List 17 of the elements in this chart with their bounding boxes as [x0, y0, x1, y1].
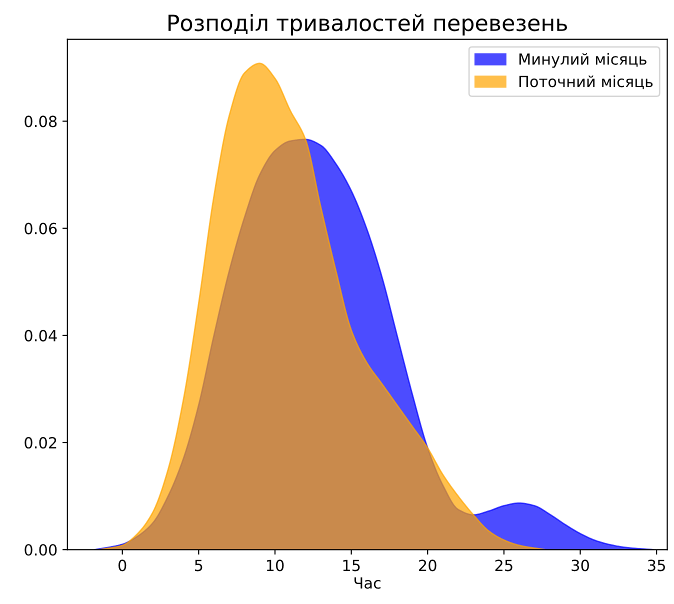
- legend-label: Минулий місяць: [519, 53, 646, 68]
- x-tick-label: 20: [419, 560, 436, 572]
- chart-title: Розподіл тривалостей перевезень: [168, 14, 567, 36]
- y-tick-label: 0.00: [24, 544, 57, 556]
- y-tick-label: 0.02: [24, 436, 56, 449]
- y-tick-label: 0.06: [24, 222, 57, 234]
- y-tick-label: 0.08: [24, 116, 57, 128]
- y-tick-label: 0.04: [24, 330, 57, 342]
- x-tick-label: 30: [572, 560, 589, 572]
- x-tick-label: 0: [118, 560, 126, 572]
- x-tick-label: 10: [266, 560, 284, 572]
- legend-label: Поточний місяць: [519, 75, 653, 90]
- x-axis-title: Час: [354, 577, 380, 589]
- x-tick-label: 15: [343, 560, 360, 572]
- x-tick-label: 5: [194, 560, 202, 572]
- x-tick-label: 35: [648, 560, 665, 572]
- x-tick-label: 25: [495, 560, 512, 572]
